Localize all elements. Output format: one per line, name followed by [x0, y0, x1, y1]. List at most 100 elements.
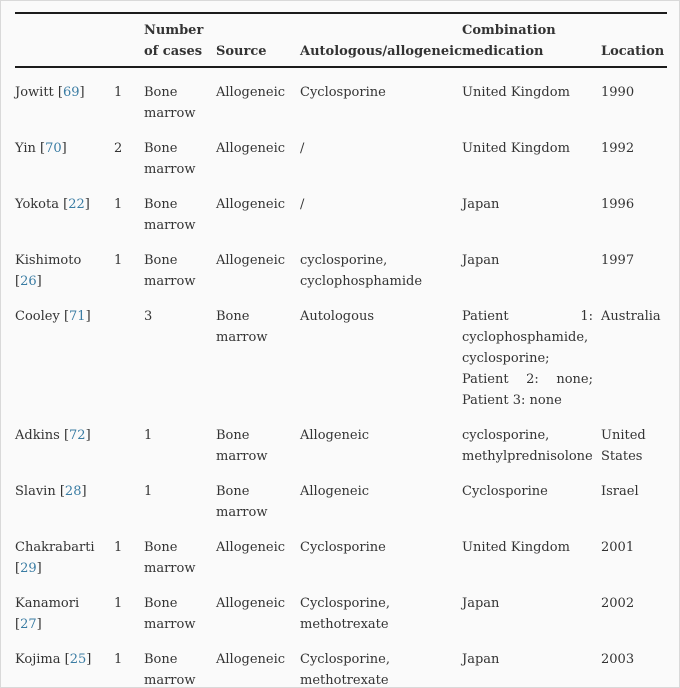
header-author-col [15, 13, 114, 68]
cases-cell: 1 [114, 540, 123, 555]
header-location: Location [601, 13, 667, 68]
citation-ref-link[interactable]: 70 [45, 141, 62, 156]
medication-line: Patient 3: none [462, 393, 562, 408]
source-cell: Bone marrow [144, 596, 196, 632]
medication-cell: Cyclosporine [300, 540, 386, 555]
medication-line: cyclophosphamide, [462, 330, 589, 345]
type-cell: Allogeneic [300, 428, 370, 443]
source-cell: Bone marrow [216, 309, 268, 345]
author-cell: Kishimoto [26] [15, 236, 114, 292]
source-cell: Bone marrow [144, 197, 196, 233]
header-combination-medication: Combination medication [462, 13, 601, 68]
cases-cell: 1 [144, 428, 153, 443]
location-cell: United Kingdom [462, 85, 570, 100]
citation-bracket-open: [ [57, 85, 63, 100]
table-row-slavin: Slavin [28] 1 Bone marrow Allogeneic Cyc… [15, 467, 667, 523]
location-cell: Japan [462, 197, 500, 212]
type-cell: Autologous [300, 309, 374, 324]
author-name: Slavin [15, 484, 56, 499]
year-cell: 1990 [601, 85, 635, 100]
author-name: Kishimoto [15, 253, 82, 268]
source-cell: Bone marrow [144, 652, 196, 688]
medication-line: Patient 2: none; [462, 372, 593, 387]
citation-ref-link[interactable]: 25 [69, 652, 87, 667]
table-header: Number of cases Source Autologous/alloge… [15, 13, 667, 68]
source-cell: Bone marrow [216, 428, 268, 464]
cases-cell: 3 [144, 309, 153, 324]
location-cell: United Kingdom [462, 141, 570, 156]
author-name: Yin [15, 141, 36, 156]
citation-ref-link[interactable]: 71 [69, 309, 86, 324]
source-cell: Bone marrow [144, 540, 196, 576]
type-cell: Allogeneic [300, 484, 370, 499]
citation-bracket-open: [ [40, 141, 46, 156]
table-row-yin: Yin [70] 2 Bone marrow Allogeneic / Unit… [15, 124, 667, 180]
citation-bracket-close: ] [85, 428, 91, 443]
source-cell: Bone marrow [216, 484, 268, 520]
author-name: Kojima [15, 652, 61, 667]
location-cell: Japan [462, 253, 500, 268]
location-cell: United States [601, 428, 646, 464]
type-cell: Allogeneic [216, 197, 286, 212]
table-row-kishimoto: Kishimoto [26] 1 Bone marrow Allogeneic … [15, 236, 667, 292]
type-cell: Allogeneic [216, 540, 286, 555]
table-row-yokota: Yokota [22] 1 Bone marrow Allogeneic / J… [15, 180, 667, 236]
empty-cell [114, 411, 144, 467]
citation: [69] [58, 85, 85, 100]
location-cell: United Kingdom [462, 540, 570, 555]
medication-cell: cyclosporine, methylprednisolone [462, 428, 593, 464]
citation-ref-link[interactable]: 22 [68, 197, 85, 212]
citation-bracket-close: ] [84, 197, 90, 212]
header-spacer-col [114, 13, 144, 68]
citation: [29] [15, 561, 42, 576]
type-cell: Allogeneic [216, 253, 286, 268]
source-cell: Bone marrow [144, 85, 196, 121]
medication-cell: cyclosporine, cyclophosphamide [300, 253, 423, 289]
medication-cell: Cyclosporine [462, 484, 548, 499]
medication-cell: / [300, 197, 305, 212]
author-name: Yokota [15, 197, 59, 212]
location-cell: Israel [601, 484, 639, 499]
citation: [70] [40, 141, 67, 156]
citation-ref-link[interactable]: 29 [20, 561, 37, 576]
author-cell: Kojima [25] [15, 635, 114, 687]
medication-cell: Cyclosporine, methotrexate [300, 652, 390, 688]
citation-ref-link[interactable]: 27 [20, 617, 37, 632]
citation-ref-link[interactable]: 69 [63, 85, 80, 100]
cases-cell: 1 [114, 85, 123, 100]
citation-bracket-close: ] [85, 309, 91, 324]
source-cell: Bone marrow [144, 253, 196, 289]
cases-cell: 1 [114, 253, 123, 268]
source-cell: Bone marrow [144, 141, 196, 177]
header-autologous-allogeneic: Autologous/allogeneic [300, 13, 462, 68]
table-row-adkins: Adkins [72] 1 Bone marrow Allogeneic cyc… [15, 411, 667, 467]
year-cell: 2002 [601, 596, 635, 611]
medication-line: Patient 1: [462, 309, 593, 324]
table-row-kojima: Kojima [25] 1 Bone marrow Allogeneic Cyc… [15, 635, 667, 688]
citation-ref-link[interactable]: 28 [64, 484, 82, 499]
author-cell: Jowitt [69] [15, 67, 114, 124]
citation-bracket-open: [ [15, 617, 21, 632]
citation-bracket-open: [ [59, 484, 65, 499]
type-cell: Allogeneic [216, 85, 286, 100]
author-cell: Adkins [72] [15, 411, 114, 467]
medication-cell: / [300, 141, 305, 156]
year-cell: 1992 [601, 141, 635, 156]
citation-ref-link[interactable]: 26 [20, 274, 37, 289]
medication-cell: Cyclosporine, methotrexate [300, 596, 390, 632]
citation-bracket-close: ] [81, 484, 87, 499]
table-row-kanamori: Kanamori [27] 1 Bone marrow Allogeneic C… [15, 579, 667, 635]
citation-bracket-close: ] [36, 274, 42, 289]
citation-bracket-open: [ [15, 561, 21, 576]
medication-line: cyclosporine; [462, 351, 550, 366]
header-number-of-cases: Number of cases [144, 13, 216, 68]
year-cell: 2003 [601, 652, 635, 667]
author-cell: Yin [70] [15, 124, 114, 180]
citation-bracket-open: [ [63, 309, 70, 324]
author-name: Cooley [15, 309, 60, 324]
citation-ref-link[interactable]: 72 [69, 428, 86, 443]
year-cell: 1997 [601, 253, 635, 268]
author-cell: Slavin [28] [15, 467, 114, 523]
location-cell: Japan [462, 596, 500, 611]
